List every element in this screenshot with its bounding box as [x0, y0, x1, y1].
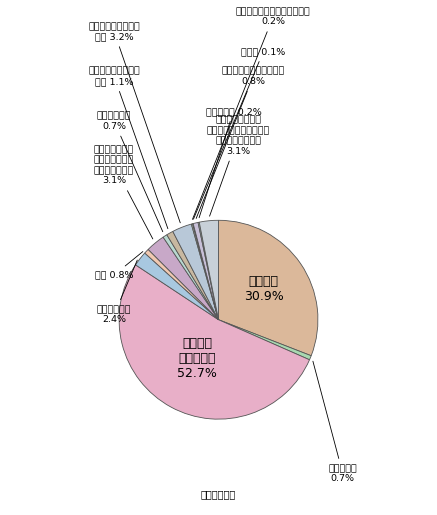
Wedge shape — [193, 224, 218, 320]
Text: 弁護士会
30.9%: 弁護士会 30.9% — [244, 275, 284, 303]
Text: その他機関・団体
（裁判所・暴力追放運動
推進センター等）
3.1%: その他機関・団体 （裁判所・暴力追放運動 推進センター等） 3.1% — [207, 115, 270, 216]
Wedge shape — [173, 224, 218, 320]
Wedge shape — [163, 235, 218, 320]
Text: 児童相談所 0.2%: 児童相談所 0.2% — [199, 107, 261, 218]
Wedge shape — [145, 249, 218, 320]
Text: 民間支援団体
0.7%: 民間支援団体 0.7% — [97, 111, 163, 232]
Wedge shape — [119, 265, 309, 419]
Wedge shape — [199, 220, 218, 320]
Text: 警察 0.8%: 警察 0.8% — [95, 252, 143, 280]
Text: 検察庁 0.1%: 検察庁 0.1% — [194, 47, 285, 219]
Text: 地方公共団体
2.4%: 地方公共団体 2.4% — [97, 260, 137, 324]
Text: 提供：法務省: 提供：法務省 — [201, 489, 236, 499]
Wedge shape — [218, 220, 318, 356]
Text: 交通事故相談機関・
団体 1.1%: 交通事故相談機関・ 団体 1.1% — [88, 66, 168, 229]
Wedge shape — [193, 222, 218, 320]
Text: 司法書士会
0.7%: 司法書士会 0.7% — [313, 361, 357, 483]
Wedge shape — [218, 320, 311, 360]
Text: 人権問題相談機関・団体
0.8%: 人権問題相談機関・団体 0.8% — [196, 66, 285, 218]
Wedge shape — [198, 222, 218, 320]
Text: 福祉・保健・医療機関・団体
0.2%: 福祉・保健・医療機関・団体 0.2% — [192, 7, 311, 219]
Wedge shape — [148, 237, 218, 320]
Text: 配偶者暴力相談
支援センター・
女性センター等
3.1%: 配偶者暴力相談 支援センター・ 女性センター等 3.1% — [94, 145, 153, 239]
Wedge shape — [135, 253, 218, 320]
Text: 労働問題相談機関・
団体 3.2%: 労働問題相談機関・ 団体 3.2% — [88, 22, 180, 223]
Wedge shape — [167, 231, 218, 320]
Text: 法テラス
地方事務所
52.7%: 法テラス 地方事務所 52.7% — [177, 337, 217, 381]
Wedge shape — [191, 224, 218, 320]
